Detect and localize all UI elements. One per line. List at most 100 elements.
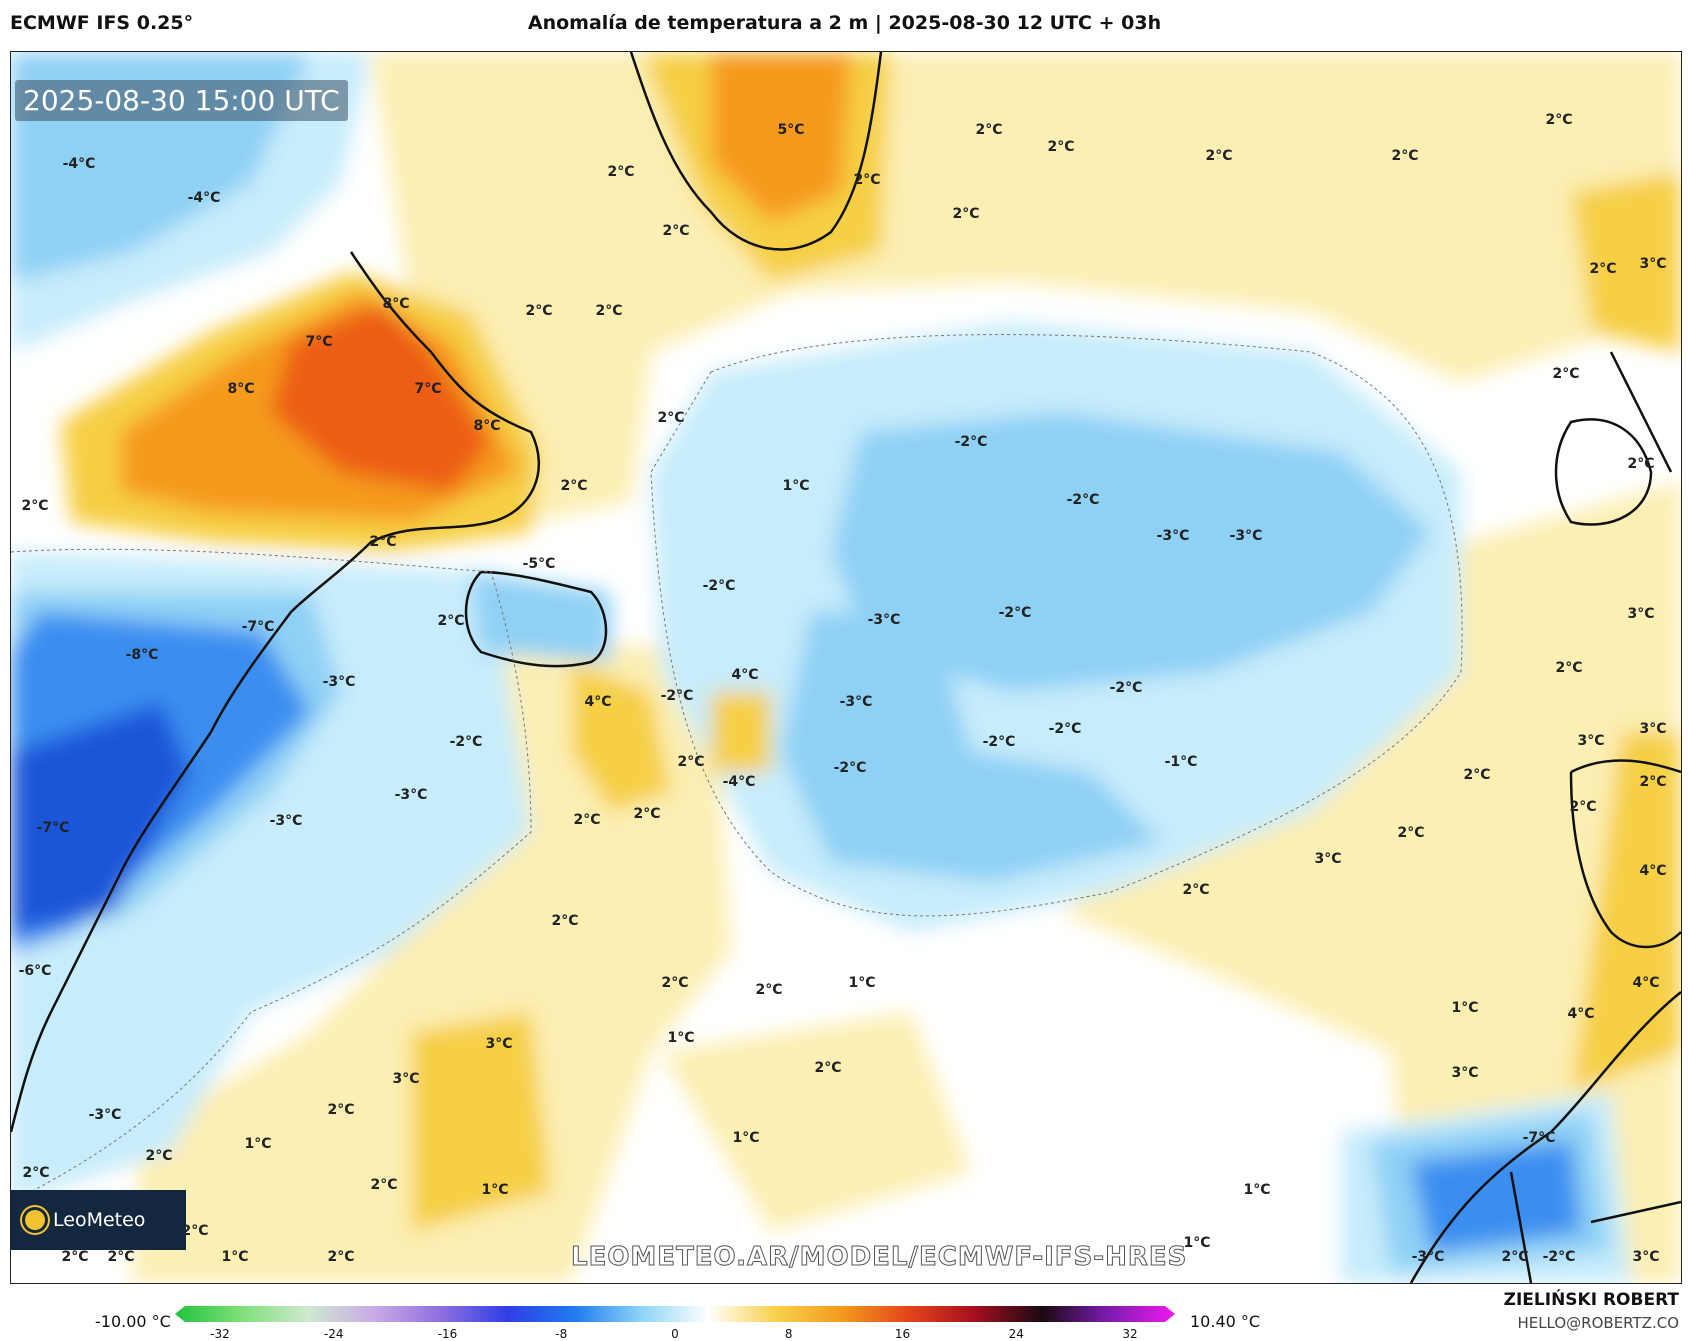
colorbar-bar: [175, 1306, 1175, 1322]
isotherm-label: 4°C: [1632, 975, 1659, 991]
isotherm-label: 2°C: [1047, 139, 1074, 155]
isotherm-label: 1°C: [667, 1030, 694, 1046]
map-canvas: 5°C 2°C 2°C 2°C 2°C 2°C 2°C 2°C 2°C 2°C -4°C -4°C 2°…: [11, 52, 1681, 1283]
isotherm-label: 3°C: [1314, 851, 1341, 867]
isotherm-label: -1°C: [1165, 754, 1198, 770]
isotherm-label: -3°C: [89, 1107, 122, 1123]
isotherm-label: 8°C: [473, 418, 500, 434]
isotherm-label: 2°C: [21, 498, 48, 514]
colorbar-tick-label: -16: [437, 1327, 458, 1341]
isotherm-label: 2°C: [975, 122, 1002, 138]
isotherm-label: 2°C: [560, 478, 587, 494]
isotherm-label: 2°C: [1589, 261, 1616, 277]
isotherm-label: -2°C: [983, 734, 1016, 750]
isotherm-label: 1°C: [1183, 1235, 1210, 1251]
isotherm-label: 2°C: [525, 303, 552, 319]
isotherm-label: 3°C: [1632, 1249, 1659, 1265]
isotherm-label: 2°C: [1552, 366, 1579, 382]
isotherm-label: 2°C: [145, 1148, 172, 1164]
valid-time-stamp: 2025-08-30 15:00 UTC: [15, 80, 348, 121]
zero-contours: [11, 334, 1463, 1203]
isotherm-label: -3°C: [1230, 528, 1263, 544]
isotherm-label: 2°C: [595, 303, 622, 319]
isotherm-label: 2°C: [662, 223, 689, 239]
isotherm-label: -2°C: [999, 605, 1032, 621]
isotherm-label: 8°C: [382, 296, 409, 312]
colorbar-tick-label: -8: [555, 1327, 568, 1341]
logo-text: LeoMeteo: [53, 1209, 146, 1231]
isotherm-label: 2°C: [551, 913, 578, 929]
isotherm-label: 2°C: [1639, 774, 1666, 790]
temperature-anomaly-map[interactable]: 5°C 2°C 2°C 2°C 2°C 2°C 2°C 2°C 2°C 2°C -4°C -4°C 2°…: [10, 51, 1682, 1284]
leometeo-logo[interactable]: LeoMeteo: [11, 1190, 186, 1250]
isotherm-label: 2°C: [370, 1177, 397, 1193]
isotherm-label: -3°C: [868, 612, 901, 628]
isotherm-label: 2°C: [573, 812, 600, 828]
isotherm-label: 2°C: [1627, 456, 1654, 472]
colorbar-tick-label: -24: [323, 1327, 344, 1341]
isotherm-label: -7°C: [242, 619, 275, 635]
isotherm-label: -4°C: [188, 190, 221, 206]
author-credit: ZIELIŃSKI ROBERT: [1503, 1290, 1679, 1310]
isotherm-label: -2°C: [661, 688, 694, 704]
isotherm-label: 1°C: [782, 478, 809, 494]
isotherm-label: 2°C: [1391, 148, 1418, 164]
isotherm-label: 1°C: [481, 1182, 508, 1198]
colorbar-tick-label: 32: [1122, 1327, 1138, 1341]
isotherm-label: 2°C: [677, 754, 704, 770]
isotherm-label: 2°C: [181, 1223, 208, 1239]
isotherm-label: 5°C: [777, 122, 804, 138]
isotherm-label: 2°C: [1501, 1249, 1528, 1265]
isotherm-label: -2°C: [834, 760, 867, 776]
anomaly-field: [11, 52, 1681, 1283]
isotherm-label: 2°C: [1182, 882, 1209, 898]
isotherm-label: 3°C: [1639, 256, 1666, 272]
map-title: Anomalía de temperatura a 2 m | 2025-08-…: [527, 12, 1162, 34]
isotherm-label: 3°C: [1577, 733, 1604, 749]
isotherm-label: 2°C: [657, 410, 684, 426]
isotherm-label: 2°C: [1555, 660, 1582, 676]
isotherm-label: 1°C: [1451, 1000, 1478, 1016]
isotherm-label: -2°C: [1067, 492, 1100, 508]
isotherm-label: 2°C: [107, 1249, 134, 1265]
author-email[interactable]: HELLO@ROBERTZ.CO: [1517, 1314, 1679, 1332]
isotherm-label: 1°C: [848, 975, 875, 991]
isotherm-label: -2°C: [1543, 1249, 1576, 1265]
isotherm-label: -2°C: [1049, 721, 1082, 737]
isotherm-label: -3°C: [323, 674, 356, 690]
colorbar-max-label: 10.40 °C: [1190, 1312, 1261, 1331]
isotherm-label: 8°C: [227, 381, 254, 397]
isotherm-label: 3°C: [485, 1036, 512, 1052]
isotherm-label: -7°C: [1523, 1130, 1556, 1146]
isotherm-label: 3°C: [1451, 1065, 1478, 1081]
isotherm-label: 2°C: [369, 534, 396, 550]
isotherm-label: 2°C: [661, 975, 688, 991]
isotherm-label: 2°C: [814, 1060, 841, 1076]
sun-icon: [25, 1210, 45, 1230]
isotherm-label: 2°C: [437, 613, 464, 629]
isotherm-label: 4°C: [1639, 863, 1666, 879]
isotherm-label: 2°C: [633, 806, 660, 822]
isotherm-label: 1°C: [1243, 1182, 1270, 1198]
isotherm-label: 2°C: [327, 1102, 354, 1118]
isotherm-label: -8°C: [126, 647, 159, 663]
isotherm-label: -2°C: [450, 734, 483, 750]
isotherm-label: -2°C: [955, 434, 988, 450]
isotherm-label: -6°C: [19, 963, 52, 979]
isotherm-label: -2°C: [1110, 680, 1143, 696]
isotherm-label: 2°C: [1569, 799, 1596, 815]
isotherm-label: 2°C: [22, 1165, 49, 1181]
isotherm-label: -3°C: [270, 813, 303, 829]
isotherm-label: 4°C: [584, 694, 611, 710]
isotherm-label: 3°C: [1627, 606, 1654, 622]
isotherm-label: -7°C: [37, 820, 70, 836]
isotherm-label: -3°C: [840, 694, 873, 710]
isotherm-label: -4°C: [723, 774, 756, 790]
isotherm-label: -4°C: [63, 156, 96, 172]
isotherm-label: 2°C: [1463, 767, 1490, 783]
coastlines: [11, 52, 1681, 1283]
isotherm-label: 4°C: [1567, 1006, 1594, 1022]
isotherm-labels: 5°C 2°C 2°C 2°C 2°C 2°C 2°C 2°C 2°C 2°C -4°C -4°C 2°…: [19, 112, 1667, 1265]
isotherm-label: 2°C: [607, 164, 634, 180]
isotherm-label: -3°C: [1412, 1249, 1445, 1265]
